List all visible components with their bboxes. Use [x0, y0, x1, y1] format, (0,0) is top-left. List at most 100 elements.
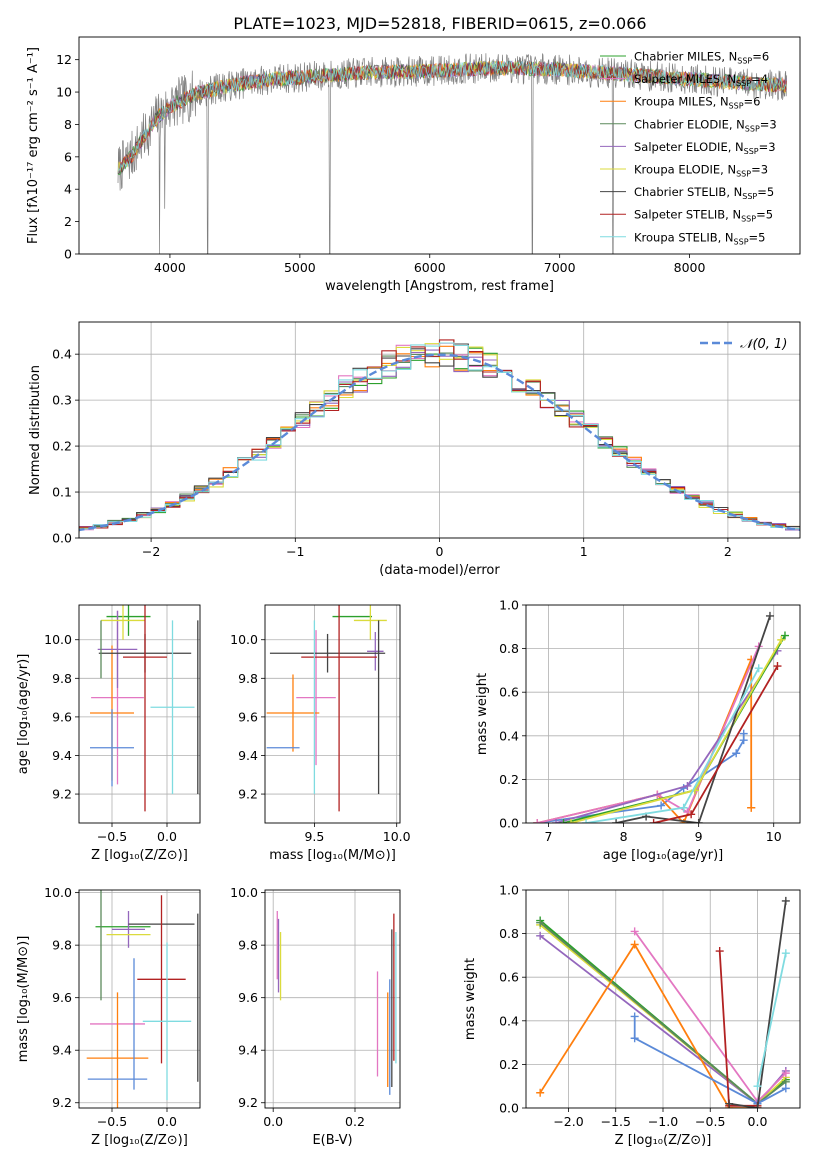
- weight-marker: [683, 781, 692, 790]
- spectrum-axes: 4000 5000 6000 7000 8000 0 2 4 6 8 10 12 wavelength …: [26, 36, 801, 294]
- y-tick-label: 9.6: [52, 990, 72, 1005]
- x-tick-label: 5000: [284, 260, 316, 275]
- y-tick-label: 1.0: [499, 883, 519, 898]
- errorbar-point: [137, 895, 186, 1064]
- errorbar-point: [123, 605, 167, 812]
- weight-series: [582, 664, 763, 823]
- legend-entry: 𝒩(0, 1): [740, 337, 787, 352]
- legend-entry: Salpeter STELIB, NSSP=5: [634, 208, 773, 224]
- y-tick-label: 2: [64, 214, 72, 229]
- errorbar-point: [142, 942, 192, 1101]
- errorbar-point: [269, 633, 386, 673]
- weight-marker: [777, 635, 786, 644]
- weight-marker: [582, 819, 591, 823]
- y-tick-label: 10: [56, 85, 72, 100]
- weight-marker: [739, 729, 748, 738]
- spectrum-x-label: wavelength [Angstrom, rest frame]: [325, 279, 554, 294]
- weight-marker: [780, 631, 789, 640]
- z_mass-axes: −0.5 0.0 9.2 9.4 9.6 9.8 10.0 Z [log₁₀(Z/Z⊙)] ma…: [16, 885, 201, 1148]
- age_weight-axes: 7 8 9 10 0.0 0.2 0.4 0.6 0.8 1.0 age [log₁₀(age/yr…: [475, 598, 801, 863]
- weight-marker: [630, 927, 639, 936]
- residual-histogram: [79, 342, 800, 531]
- model-spectrum-line: [117, 60, 787, 173]
- z_mass-plot-area: [79, 890, 200, 1108]
- mass_age-axes: 9.5 10.0 9.2 9.4 9.6 9.8 10.0 mass [log₁₀(M/M⊙)…: [230, 604, 411, 863]
- y-tick-label: 9.6: [52, 709, 72, 724]
- weight-marker: [773, 662, 782, 671]
- errorbar-point: [86, 992, 149, 1108]
- weight-marker: [649, 819, 658, 823]
- x-tick-label: −2: [142, 544, 160, 559]
- z_mass-y-label: mass [log₁₀(M/M⊙)]: [16, 936, 31, 1063]
- weight-marker: [533, 819, 542, 823]
- y-tick-label: 0.6: [499, 685, 519, 700]
- weight-marker: [679, 803, 688, 812]
- errorbar-point: [90, 709, 134, 787]
- ebv_mass-axes: 0.0 0.2 9.2 9.4 9.6 9.8 10.0 E(B-V): [230, 885, 401, 1148]
- y-tick-label: 0.8: [499, 926, 519, 941]
- y-tick-label: 9.4: [52, 1043, 72, 1058]
- weight-series: [567, 635, 786, 823]
- x-tick-label: 0.0: [157, 1114, 177, 1129]
- weight-marker: [781, 949, 790, 958]
- weight-marker: [781, 1084, 790, 1093]
- y-tick-label: 9.2: [238, 1095, 258, 1110]
- x-tick-label: 4000: [154, 260, 186, 275]
- y-tick-label: 9.6: [238, 990, 258, 1005]
- weight-marker: [715, 947, 724, 956]
- y-tick-label: 1.0: [499, 598, 519, 613]
- errorbar-point: [150, 620, 195, 795]
- y-tick-label: 9.4: [238, 1043, 258, 1058]
- weight-series: [725, 896, 790, 1108]
- y-tick-label: 10.0: [44, 632, 72, 647]
- weight-marker: [612, 819, 621, 823]
- residuals-x-label: (data-model)/error: [379, 563, 500, 578]
- weight-marker: [536, 918, 545, 927]
- residuals-plot-area: [79, 322, 800, 538]
- weight-marker: [630, 1012, 639, 1021]
- legend-entry: Chabrier STELIB, NSSP=5: [634, 185, 774, 201]
- weight-marker: [781, 896, 790, 905]
- y-tick-label: 0.3: [52, 393, 72, 408]
- legend-entry: Salpeter MILES, NSSP=4: [634, 72, 768, 88]
- weight-marker: [753, 1104, 762, 1108]
- x-tick-label: 8000: [674, 260, 706, 275]
- age_weight-y-label: mass weight: [475, 673, 490, 755]
- x-tick-label: 6000: [414, 260, 446, 275]
- x-tick-label: 2: [724, 544, 732, 559]
- x-tick-label: −1.5: [601, 1114, 631, 1129]
- y-tick-label: 12: [56, 52, 72, 67]
- y-tick-label: 0.4: [52, 347, 72, 362]
- z_mass-frame: [78, 889, 201, 1109]
- y-tick-label: 0.2: [52, 439, 72, 454]
- y-tick-label: 0.4: [499, 728, 519, 743]
- weight-marker: [687, 810, 696, 819]
- errorbar-point: [97, 610, 138, 688]
- ebv_mass-plot-area: [265, 890, 400, 1108]
- weight-marker: [754, 664, 763, 673]
- spectrum-y-label: Flux [fλ10⁻¹⁷ erg cm⁻² s⁻¹ A⁻¹]: [26, 47, 41, 244]
- legend-entry: Chabrier MILES, NSSP=6: [634, 50, 769, 66]
- legend-entry: Kroupa ELODIE, NSSP=3: [634, 163, 768, 179]
- y-tick-label: 10.0: [230, 632, 258, 647]
- y-tick-label: 9.8: [238, 671, 258, 686]
- z_age-axes: −0.5 0.0 9.2 9.4 9.6 9.8 10.0 Z [log₁₀(Z/Z⊙)] ag…: [16, 604, 201, 863]
- x-tick-label: 0.0: [748, 1114, 768, 1129]
- x-tick-label: 0.0: [157, 829, 177, 844]
- mass_age-x-label: mass [log₁₀(M/M⊙)]: [269, 848, 396, 863]
- x-tick-label: 8: [620, 829, 628, 844]
- legend-entry: Kroupa MILES, NSSP=6: [634, 95, 760, 111]
- x-tick-label: −1: [286, 544, 304, 559]
- y-tick-label: 10.0: [44, 885, 72, 900]
- x-tick-label: −1.0: [648, 1114, 678, 1129]
- age_weight-x-label: age [log₁₀(age/yr)]: [603, 848, 724, 863]
- weight-marker: [732, 749, 741, 758]
- y-tick-label: 0.6: [499, 970, 519, 985]
- y-tick-label: 9.6: [238, 709, 258, 724]
- z_weight-plot-area: [526, 890, 800, 1108]
- errorbar-point: [296, 630, 336, 766]
- weight-marker: [781, 1069, 790, 1078]
- errorbar-point: [106, 605, 151, 636]
- weight-marker: [657, 801, 666, 810]
